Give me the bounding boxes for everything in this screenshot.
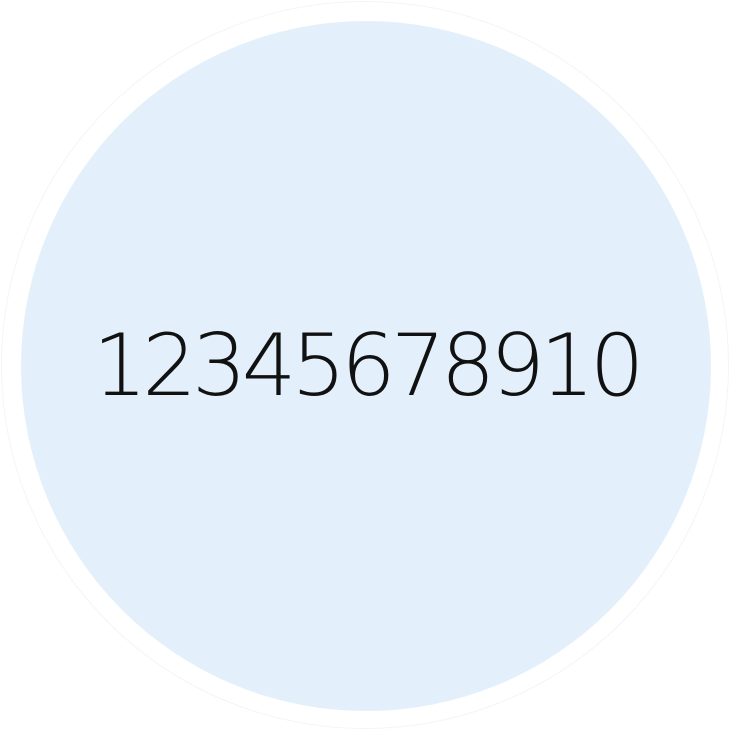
circle-disc	[21, 21, 711, 711]
number-sequence-text: 12345678910	[92, 316, 645, 416]
